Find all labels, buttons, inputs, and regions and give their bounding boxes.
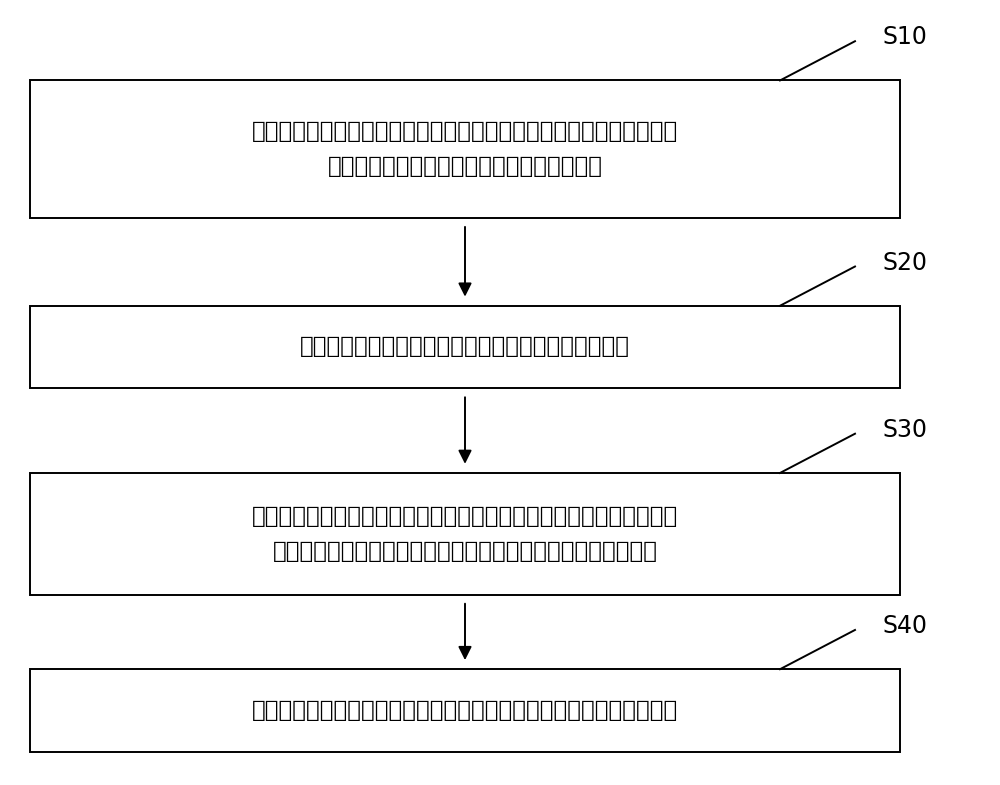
Bar bbox=[30, 81, 900, 217]
Text: 根据所述最大电压确定电池组中断恢复后在所述初始阶段范围中的当前
充电阶段，并使用与所述当前充电阶段对应的电流对电池组充电: 根据所述最大电压确定电池组中断恢复后在所述初始阶段范围中的当前 充电阶段，并使用… bbox=[252, 505, 678, 563]
Bar bbox=[30, 669, 900, 752]
Bar bbox=[30, 473, 900, 595]
Text: 当所述电池组中任意一单体电池电压达到预设充电截止电压时停止充电: 当所述电池组中任意一单体电池电压达到预设充电截止电压时停止充电 bbox=[252, 699, 678, 722]
Text: 当电池组在充电过程出现中断则使用初始阶段范围，所述初始阶段范围
为阶段性充电截止阶段重新调整后的阶段范围: 当电池组在充电过程出现中断则使用初始阶段范围，所述初始阶段范围 为阶段性充电截止… bbox=[252, 120, 678, 178]
Text: S30: S30 bbox=[882, 418, 927, 442]
Text: S10: S10 bbox=[882, 25, 927, 49]
Text: S20: S20 bbox=[882, 250, 927, 275]
Text: 充电恢复后重新确定电池组中当前单体电池的最大电压: 充电恢复后重新确定电池组中当前单体电池的最大电压 bbox=[300, 335, 630, 359]
Text: S40: S40 bbox=[882, 614, 927, 638]
Bar bbox=[30, 305, 900, 388]
